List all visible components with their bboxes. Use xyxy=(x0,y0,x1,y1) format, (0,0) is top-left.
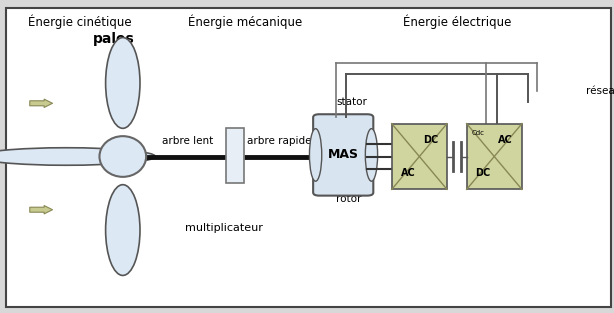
Text: DC: DC xyxy=(423,135,438,145)
Ellipse shape xyxy=(99,136,146,177)
Ellipse shape xyxy=(106,185,140,275)
FancyBboxPatch shape xyxy=(6,8,611,307)
Text: stator: stator xyxy=(336,97,367,107)
Text: AC: AC xyxy=(401,168,416,178)
Bar xyxy=(226,128,244,183)
Text: DC: DC xyxy=(476,168,491,178)
Ellipse shape xyxy=(309,129,322,181)
Text: arbre rapide: arbre rapide xyxy=(247,136,312,146)
Text: vent: vent xyxy=(15,150,46,163)
FancyBboxPatch shape xyxy=(313,114,373,196)
Ellipse shape xyxy=(365,129,378,181)
Text: multiplicateur: multiplicateur xyxy=(185,223,263,233)
Ellipse shape xyxy=(0,148,155,165)
Bar xyxy=(467,124,522,189)
Text: Énergie électrique: Énergie électrique xyxy=(403,14,511,28)
Text: AC: AC xyxy=(498,135,513,145)
Text: Énergie mécanique: Énergie mécanique xyxy=(188,14,303,28)
Text: réseau: réseau xyxy=(586,86,614,96)
Text: rotor: rotor xyxy=(336,194,362,204)
Text: MAS: MAS xyxy=(328,148,359,162)
Text: arbre lent: arbre lent xyxy=(161,136,213,146)
Bar xyxy=(392,124,447,189)
Ellipse shape xyxy=(106,38,140,128)
Text: Énergie cinétique: Énergie cinétique xyxy=(28,14,131,28)
Text: Cdc: Cdc xyxy=(471,130,484,136)
Text: pales: pales xyxy=(93,32,134,46)
